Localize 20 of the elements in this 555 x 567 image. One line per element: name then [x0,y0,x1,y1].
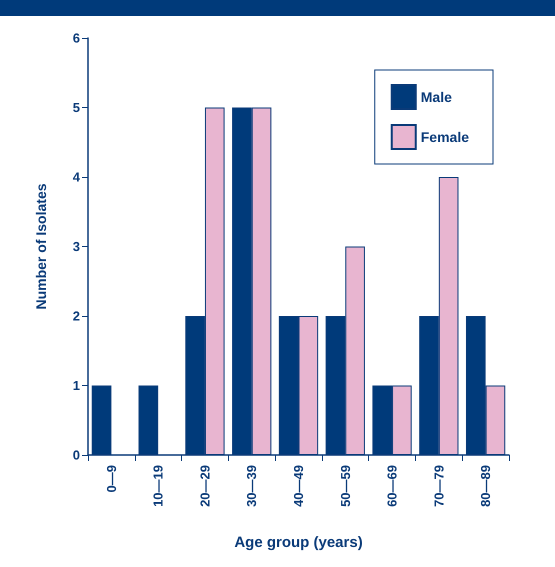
x-axis-title: Age group (years) [234,534,363,551]
x-tick-label: 10—19 [150,465,166,507]
y-tick-label: 5 [72,100,80,115]
y-tick-label: 0 [72,448,80,462]
x-tick-label: 20—29 [197,465,212,507]
x-tick-label: 80—89 [478,465,494,507]
legend-label: Female [420,129,470,145]
x-tick-label: 50—59 [338,465,353,507]
y-tick-label: 6 [72,30,80,46]
y-tick-label: 3 [72,239,80,254]
y-axis-title: Number of Isolates [33,183,49,310]
x-tick-label: 30—39 [244,465,260,507]
x-tick-label: 60—69 [384,465,400,507]
x-tick-label: 0—9 [104,465,119,492]
x-tick-label: 70—79 [431,465,446,507]
y-tick-label: 4 [72,170,81,184]
y-tick-label: 2 [72,308,80,324]
x-tick-label: 40—49 [291,465,306,507]
legend-label: Male [420,89,452,105]
y-tick-label: 1 [72,378,80,393]
